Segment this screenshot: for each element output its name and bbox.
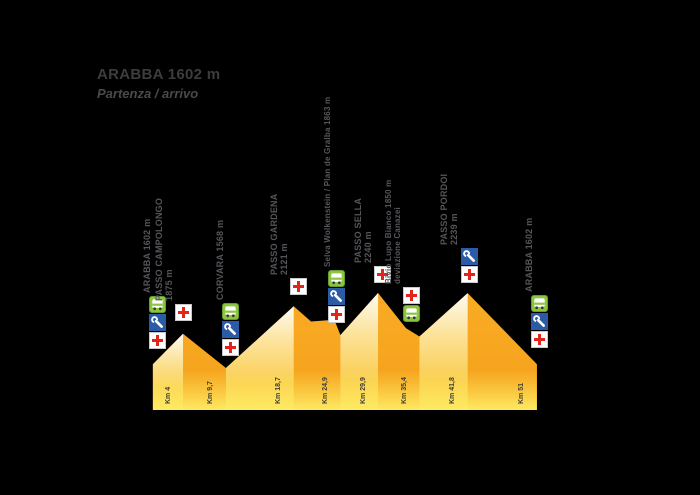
medical-cross-icon: [148, 332, 166, 349]
location-label-line: 1875 m: [163, 269, 174, 301]
shuttle-bus-icon: [402, 305, 420, 322]
shuttle-bus-icon: [328, 270, 346, 287]
location-service-icons: [374, 266, 392, 283]
shuttle-bus-icon: [221, 303, 239, 320]
shuttle-bus-icon: [530, 295, 548, 312]
medical-cross-icon: [175, 304, 193, 321]
location-label: PASSO GARDENA 2121 m: [269, 194, 289, 275]
location-label-line: Selva Wolkenstein / Plan de Gralba 1863 …: [323, 96, 333, 267]
location-label: Bivio Lupo Bianco 1850 m deviazione Canaz…: [384, 180, 402, 284]
wrench-icon: [221, 321, 239, 338]
wrench-icon: [460, 248, 478, 265]
title-block: ARABBA 1602 m Partenza / arrivo: [97, 66, 220, 101]
location-label-line: ARABBA 1602 m: [524, 217, 535, 292]
location-label-line: deviazione Canazei: [393, 207, 403, 284]
location-label-line: Bivio Lupo Bianco 1850 m: [384, 179, 394, 284]
location-service-icons: [402, 287, 420, 322]
location-label: PASSO CAMPOLONGO 1875 m: [154, 198, 174, 301]
location-label-line: 2240 m: [362, 231, 373, 263]
location-service-icons: [221, 303, 239, 356]
location-service-icons: [290, 278, 308, 295]
location-label-line: PASSO SELLA: [352, 197, 363, 263]
location-label-line: 2239 m: [449, 213, 460, 245]
medical-cross-icon: [460, 266, 478, 283]
location-service-icons: [328, 270, 346, 323]
km-marker: Km 9,7: [207, 381, 215, 404]
location-service-icons: [460, 248, 478, 283]
location-label-line: CORVARA 1568 m: [215, 219, 226, 300]
km-marker: Km 51: [518, 382, 526, 404]
mountain-shapes: [152, 293, 537, 410]
km-marker: Km 29,9: [359, 377, 367, 404]
km-marker: Km 24,9: [321, 377, 329, 404]
location-label: CORVARA 1568 m: [215, 220, 225, 300]
location-label-line: 2121 m: [278, 243, 289, 275]
location-label-line: PASSO GARDENA: [268, 193, 279, 275]
km-marker: Km 18,7: [275, 377, 283, 404]
medical-cross-icon: [374, 266, 392, 283]
wrench-icon: [328, 288, 346, 305]
medical-cross-icon: [290, 278, 308, 295]
medical-cross-icon: [530, 331, 548, 348]
page-subtitle: Partenza / arrivo: [97, 86, 199, 101]
km-marker: Km 35,4: [400, 377, 408, 404]
wrench-icon: [530, 313, 548, 330]
location-label-line: PASSO PORDOI: [439, 173, 450, 245]
medical-cross-icon: [221, 339, 239, 356]
location-label-line: ARABBA 1602 m: [142, 218, 153, 293]
location-service-icons: [530, 295, 548, 348]
location-label: ARABBA 1602 m: [142, 219, 152, 293]
location-label: Selva Wolkenstein / Plan de Gralba 1863 …: [323, 97, 332, 267]
km-marker: Km 41,8: [449, 377, 457, 404]
location-service-icons: [148, 296, 166, 349]
wrench-icon: [148, 314, 166, 331]
location-label: PASSO SELLA 2240 m: [353, 198, 373, 263]
page-title: ARABBA 1602 m: [97, 66, 221, 83]
location-label-line: PASSO CAMPOLONGO: [153, 197, 164, 301]
medical-cross-icon: [328, 306, 346, 323]
shuttle-bus-icon: [148, 296, 166, 313]
medical-cross-icon: [402, 287, 420, 304]
location-service-icons: [175, 304, 193, 321]
location-label: PASSO PORDOI 2239 m: [439, 174, 459, 245]
location-label: ARABBA 1602 m: [524, 218, 534, 292]
km-marker: Km 4: [164, 386, 172, 404]
base-yellow-glow: [152, 360, 537, 410]
